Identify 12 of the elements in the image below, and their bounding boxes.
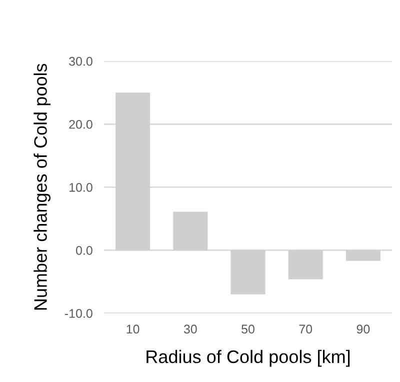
x-axis-title: Radius of Cold pools [km]	[146, 350, 350, 367]
y-tick-label: 0.0	[76, 246, 92, 255]
x-tick-label: 30	[184, 324, 197, 334]
y-tick-label: 10.0	[70, 182, 92, 192]
x-tick-label: 70	[299, 324, 312, 334]
x-tick-label: 50	[242, 324, 254, 334]
x-tick-label: 10	[126, 324, 140, 334]
y-tick-label: 30.0	[69, 56, 92, 66]
y-tick-label: -10.0	[64, 309, 92, 318]
y-axis-title: Number changes of Cold pools	[34, 64, 51, 310]
x-tick-label: 90	[356, 324, 370, 334]
y-tick-label: 20.0	[69, 120, 92, 129]
